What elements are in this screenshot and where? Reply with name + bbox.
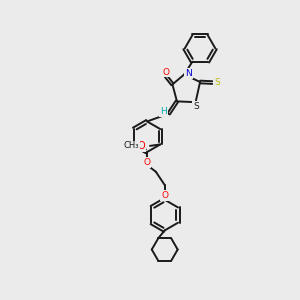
Text: O: O (143, 158, 151, 168)
Text: O: O (162, 68, 169, 76)
Text: CH₃: CH₃ (123, 141, 139, 150)
Text: N: N (184, 68, 192, 78)
Text: S: S (193, 101, 199, 111)
Text: O: O (137, 141, 145, 151)
Text: S: S (214, 78, 220, 88)
Text: H: H (160, 107, 167, 116)
Text: S: S (193, 102, 199, 111)
Text: S: S (214, 78, 220, 87)
Text: O: O (162, 67, 170, 77)
Text: O: O (137, 141, 145, 151)
Text: O: O (161, 190, 169, 201)
Text: N: N (185, 69, 192, 78)
Text: H: H (160, 107, 167, 116)
Text: O: O (144, 158, 151, 167)
Text: CH₃: CH₃ (123, 141, 139, 150)
Text: O: O (161, 191, 168, 200)
